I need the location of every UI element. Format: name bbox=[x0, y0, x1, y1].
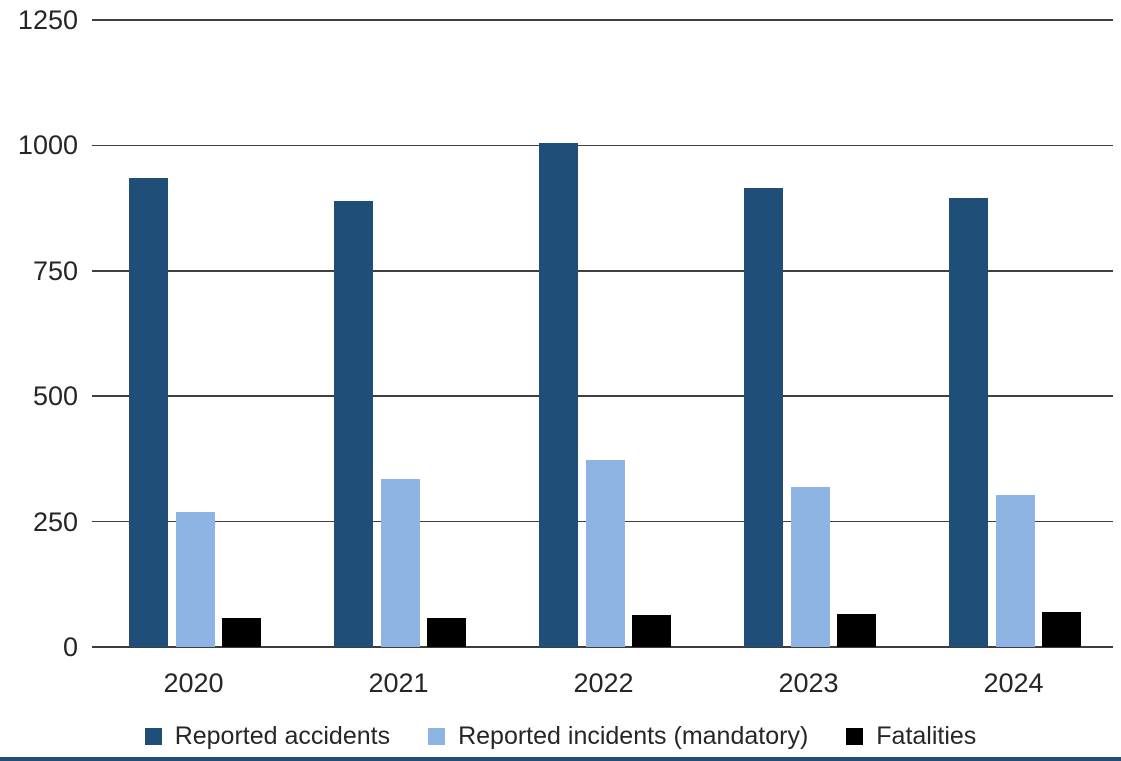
legend-item-reported-incidents: Reported incidents (mandatory) bbox=[428, 722, 808, 751]
bar-fatalities-2021 bbox=[426, 617, 466, 647]
legend-swatch-fatalities bbox=[846, 728, 864, 745]
y-tick-label-0: 0 bbox=[62, 632, 78, 662]
bar-reported-accidents-2020 bbox=[128, 178, 168, 647]
x-tick-label-2022: 2022 bbox=[573, 668, 634, 698]
bar-reported-incidents-mandatory-2023 bbox=[790, 487, 830, 647]
bar-fatalities-2022 bbox=[631, 615, 671, 647]
bottom-accent-rule bbox=[0, 757, 1121, 761]
y-tick-label-1000: 1000 bbox=[17, 130, 78, 161]
x-tick-label-2023: 2023 bbox=[778, 668, 839, 698]
legend-label-fatalities: Fatalities bbox=[876, 722, 977, 750]
legend: Reported accidents Reported incidents (m… bbox=[0, 722, 1121, 751]
x-axis-line bbox=[92, 645, 1113, 649]
bar-reported-incidents-mandatory-2021 bbox=[380, 478, 420, 647]
legend-swatch-reported-incidents bbox=[428, 728, 446, 745]
legend-label-reported-incidents: Reported incidents (mandatory) bbox=[458, 722, 809, 750]
gridline-1250 bbox=[92, 19, 1113, 21]
legend-item-reported-accidents: Reported accidents bbox=[144, 722, 391, 751]
x-tick-label-2021: 2021 bbox=[368, 668, 429, 698]
bar-reported-accidents-2023 bbox=[743, 188, 783, 647]
bar-reported-accidents-2024 bbox=[948, 198, 988, 647]
x-tick-label-2024: 2024 bbox=[983, 668, 1044, 698]
y-tick-label-1250: 1250 bbox=[17, 5, 78, 35]
x-tick-label-2020: 2020 bbox=[163, 668, 224, 698]
legend-swatch-reported-accidents bbox=[144, 728, 162, 745]
legend-label-reported-accidents: Reported accidents bbox=[174, 722, 391, 750]
gridline-500 bbox=[92, 395, 1113, 397]
y-tick-label-250: 250 bbox=[32, 506, 78, 537]
gridline-750 bbox=[92, 270, 1113, 272]
bar-reported-incidents-mandatory-2020 bbox=[175, 511, 215, 647]
y-tick-label-750: 750 bbox=[32, 255, 78, 286]
bar-reported-accidents-2022 bbox=[538, 142, 578, 647]
y-tick-label-500: 500 bbox=[32, 381, 78, 412]
gridline-1000 bbox=[92, 144, 1113, 147]
legend-item-fatalities: Fatalities bbox=[846, 722, 976, 751]
bar-reported-incidents-mandatory-2024 bbox=[995, 495, 1035, 647]
bar-fatalities-2023 bbox=[836, 613, 876, 647]
bar-reported-accidents-2021 bbox=[333, 200, 373, 647]
bar-fatalities-2020 bbox=[221, 617, 261, 647]
bar-reported-incidents-mandatory-2022 bbox=[585, 460, 625, 647]
bar-fatalities-2024 bbox=[1041, 611, 1081, 647]
